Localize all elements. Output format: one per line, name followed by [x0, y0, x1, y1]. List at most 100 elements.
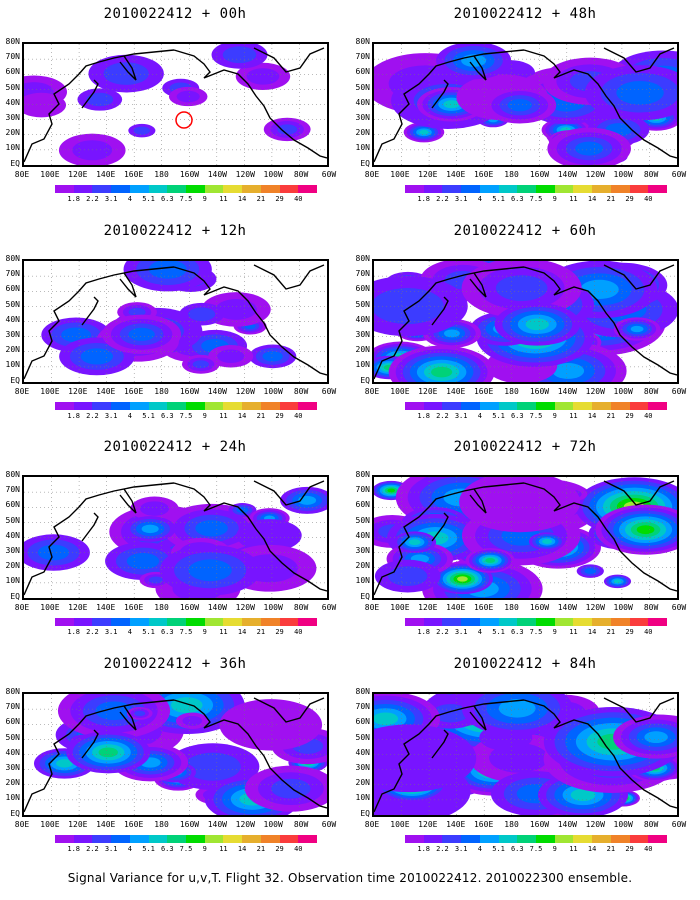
colorbar: 1.8 2.2 3.1 4 5.1 6.3 7.5 9 11 14 21 29 40	[55, 618, 318, 640]
colorbar-swatch	[242, 402, 261, 410]
colorbar-label: 2.2	[86, 845, 99, 853]
longitude-label: 100E	[40, 170, 60, 179]
latitude-label: 10N	[5, 793, 20, 803]
longitude-label: 120W	[235, 387, 255, 396]
colorbar-label: 11	[219, 412, 228, 420]
latitude-label: 60N	[355, 500, 370, 510]
panel-title: 2010022412 + 48h	[453, 6, 597, 22]
colorbar-swatch	[498, 835, 518, 843]
contour-band	[570, 788, 596, 802]
longitude-label: 160E	[473, 603, 494, 612]
colorbar-swatch	[517, 835, 537, 843]
colorbar-swatch	[405, 185, 424, 193]
colorbar-label: 6.3	[160, 412, 174, 420]
longitude-axis: 80E 100E 120E 140E 160E 180 160W 140W 120W 100W 80…	[365, 603, 686, 615]
colorbar-label: 29	[625, 412, 634, 420]
longitude-label: 100W	[263, 603, 283, 612]
colorbar-swatch	[592, 618, 611, 626]
contour-band	[37, 544, 70, 561]
longitude-axis: 80E 100E 120E 140E 160E 180 160W 140W 120W 100W 80…	[15, 603, 336, 615]
longitude-label: 120E	[68, 820, 88, 829]
colorbar-label: 6.3	[510, 845, 524, 853]
longitude-axis: 80E 100E 120E 140E 160E 180 160W 140W 120W 100W 80…	[365, 170, 686, 182]
colorbar-label: 1.8	[417, 412, 431, 420]
contour-band	[72, 140, 113, 161]
colorbar-swatch	[186, 835, 205, 843]
longitude-label: 60W	[321, 387, 337, 396]
contour-band	[141, 524, 159, 534]
colorbar-label: 40	[294, 195, 303, 203]
longitude-label: 160W	[179, 387, 200, 396]
colorbar-swatch	[73, 185, 93, 193]
latitude-label: 40N	[5, 97, 20, 107]
coastline	[469, 488, 487, 514]
colorbar-swatch	[55, 835, 74, 843]
colorbar-label: 4	[127, 195, 132, 203]
latitude-label: 80N	[355, 254, 370, 263]
contour-band	[584, 568, 597, 575]
longitude-label: 80E	[364, 387, 380, 396]
longitude-label: 100E	[40, 820, 60, 829]
colorbar-swatch	[554, 835, 574, 843]
colorbar-label: 40	[644, 412, 653, 420]
coastline	[469, 272, 487, 298]
longitude-label: 140W	[207, 387, 227, 396]
colorbar: 1.8 2.2 3.1 4 5.1 6.3 7.5 9 11 14 21 29 40	[55, 835, 318, 857]
contour-band	[374, 724, 477, 793]
longitude-label: 100W	[263, 820, 283, 829]
contour-band	[443, 329, 460, 338]
colorbar-label: 7.5	[179, 195, 193, 203]
longitude-label: 140W	[557, 603, 577, 612]
latitude-label: 30N	[355, 330, 370, 339]
contour-band	[419, 129, 429, 135]
colorbar-label: 5.1	[492, 628, 505, 636]
colorbar-swatch	[536, 402, 555, 410]
contour-band	[140, 501, 169, 516]
longitude-label: 80W	[293, 603, 309, 612]
colorbar-swatch	[92, 618, 112, 626]
colorbar-swatch	[55, 185, 74, 193]
colorbar-swatch	[92, 402, 112, 410]
map-panel: 2010022412 + 60h 80N 70N 60N 50N 40N 30N 20N 10N…	[350, 217, 700, 437]
longitude-label: 160E	[123, 387, 144, 396]
latitude-label: 40N	[5, 530, 20, 540]
contour-band	[236, 519, 302, 552]
contour-band	[262, 351, 283, 362]
coastline	[24, 49, 175, 163]
contour-band	[148, 261, 187, 279]
colorbar-swatch	[461, 618, 480, 626]
longitude-label: 140E	[446, 170, 466, 179]
longitude-label: 140E	[96, 603, 116, 612]
longitude-label: 120W	[235, 603, 255, 612]
longitude-label: 100E	[390, 820, 410, 829]
variance-field	[374, 44, 677, 165]
colorbar-label: 2.2	[86, 412, 99, 420]
latitude-label: 70N	[355, 269, 370, 279]
colorbar-swatch	[148, 402, 168, 410]
colorbar-label: 5.1	[492, 845, 505, 853]
longitude-label: 120E	[418, 387, 438, 396]
colorbar-label: 7.5	[179, 628, 193, 636]
colorbar-swatch	[92, 185, 112, 193]
colorbar-swatch	[223, 618, 243, 626]
colorbar-label: 6.3	[510, 412, 524, 420]
contour-band	[148, 576, 163, 584]
colorbar-swatch	[592, 185, 611, 193]
latitude-label: 50N	[5, 515, 20, 525]
colorbar-label: 4	[477, 628, 482, 636]
longitude-label: 80E	[364, 820, 380, 829]
colorbar-label: 14	[237, 845, 247, 853]
observation-target-marker	[175, 111, 193, 129]
map-panel: 2010022412 + 84h 80N 70N 60N 50N 40N 30N 20N 10N…	[350, 650, 700, 870]
contour-band	[128, 327, 155, 341]
colorbar-label: 29	[275, 195, 284, 203]
colorbar-swatch	[610, 185, 630, 193]
coastline	[603, 264, 675, 290]
contour-band	[525, 318, 549, 331]
longitude-label: 100E	[390, 387, 410, 396]
coastline	[81, 296, 99, 326]
longitude-label: 140E	[446, 820, 466, 829]
panel-title: 2010022412 + 72h	[453, 439, 597, 455]
colorbar-swatch	[536, 185, 555, 193]
contour-band	[575, 141, 604, 156]
